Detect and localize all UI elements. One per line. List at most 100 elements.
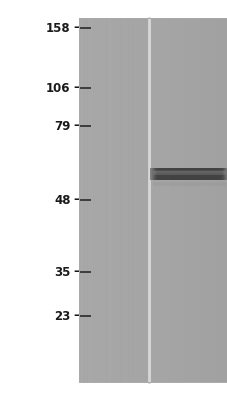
- Bar: [151, 18, 153, 382]
- Bar: [163, 168, 164, 180]
- Bar: [106, 18, 107, 382]
- Bar: [87, 18, 88, 382]
- Bar: [108, 18, 109, 382]
- Bar: [134, 18, 135, 382]
- Bar: [191, 168, 192, 180]
- Bar: [187, 18, 189, 382]
- Bar: [188, 168, 189, 180]
- Bar: [152, 168, 153, 180]
- Bar: [158, 168, 159, 180]
- Bar: [189, 18, 190, 382]
- Bar: [211, 168, 212, 180]
- Bar: [212, 18, 213, 382]
- Bar: [207, 18, 208, 382]
- Bar: [127, 18, 128, 382]
- Bar: [208, 168, 209, 180]
- Bar: [83, 18, 84, 382]
- Bar: [208, 18, 210, 382]
- Bar: [171, 168, 172, 180]
- Bar: [177, 168, 178, 180]
- Bar: [195, 18, 196, 382]
- Bar: [204, 168, 205, 180]
- Bar: [154, 18, 155, 382]
- Bar: [81, 18, 82, 382]
- Bar: [121, 18, 122, 382]
- Text: 158: 158: [46, 22, 70, 34]
- Text: –: –: [73, 194, 79, 206]
- Bar: [190, 168, 191, 180]
- Bar: [143, 18, 144, 382]
- Bar: [144, 18, 145, 382]
- Bar: [209, 168, 210, 180]
- Bar: [190, 18, 191, 382]
- Bar: [161, 168, 162, 180]
- Bar: [226, 18, 227, 382]
- Bar: [221, 18, 222, 382]
- Bar: [145, 18, 146, 382]
- Bar: [181, 168, 182, 180]
- Bar: [223, 168, 224, 180]
- Bar: [195, 168, 196, 180]
- Bar: [150, 168, 151, 180]
- Bar: [116, 18, 117, 382]
- Bar: [153, 168, 154, 180]
- Bar: [123, 18, 124, 382]
- Bar: [146, 18, 148, 382]
- Bar: [152, 182, 225, 186]
- Bar: [111, 18, 112, 382]
- Bar: [82, 18, 83, 382]
- Bar: [223, 18, 225, 382]
- Bar: [165, 168, 166, 180]
- Bar: [158, 18, 159, 382]
- Bar: [109, 18, 111, 382]
- Bar: [160, 18, 161, 382]
- Bar: [200, 18, 201, 382]
- Bar: [94, 18, 96, 382]
- Bar: [174, 168, 175, 180]
- Text: 106: 106: [46, 82, 70, 94]
- Bar: [155, 18, 156, 382]
- Bar: [168, 168, 169, 180]
- Bar: [172, 168, 173, 180]
- Bar: [92, 18, 93, 382]
- Bar: [180, 168, 181, 180]
- Text: 23: 23: [54, 310, 70, 322]
- Text: –: –: [73, 22, 79, 34]
- Bar: [217, 18, 218, 382]
- Bar: [193, 168, 194, 180]
- Bar: [176, 18, 178, 382]
- Bar: [196, 18, 197, 382]
- Bar: [79, 18, 81, 382]
- Bar: [216, 18, 217, 382]
- Bar: [89, 18, 91, 382]
- Text: –: –: [73, 120, 79, 132]
- Bar: [157, 168, 158, 180]
- Bar: [226, 168, 227, 180]
- Bar: [168, 18, 169, 382]
- Bar: [220, 168, 221, 180]
- Bar: [164, 168, 165, 180]
- Bar: [215, 168, 216, 180]
- Bar: [214, 168, 215, 180]
- Bar: [210, 18, 211, 382]
- Bar: [129, 18, 130, 382]
- Bar: [181, 18, 182, 382]
- Bar: [78, 18, 79, 382]
- Bar: [96, 18, 97, 382]
- Bar: [173, 18, 174, 382]
- Bar: [148, 18, 149, 382]
- Bar: [154, 168, 155, 180]
- Bar: [133, 18, 134, 382]
- Bar: [149, 18, 150, 382]
- Bar: [165, 18, 166, 382]
- Bar: [197, 168, 198, 180]
- Bar: [152, 171, 225, 175]
- Bar: [178, 168, 179, 180]
- Bar: [194, 18, 195, 382]
- Bar: [173, 168, 174, 180]
- Bar: [176, 168, 177, 180]
- Bar: [225, 168, 226, 180]
- Bar: [175, 18, 176, 382]
- Bar: [169, 168, 170, 180]
- Bar: [215, 18, 216, 382]
